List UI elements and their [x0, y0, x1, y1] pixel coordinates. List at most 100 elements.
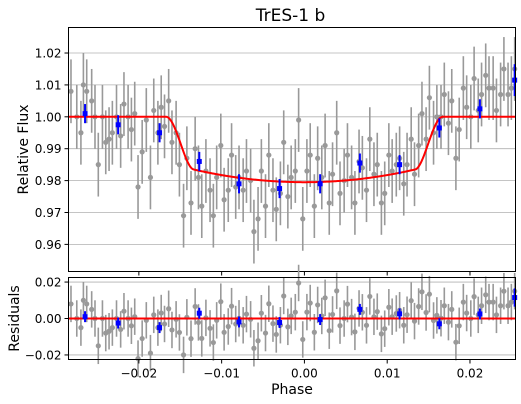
- residuals-y-tick-label: 0.02: [35, 276, 62, 290]
- raw-residual-point: [161, 321, 168, 327]
- raw-point: [180, 213, 187, 219]
- raw-residual-point: [128, 323, 135, 329]
- raw-residual-point: [218, 299, 224, 305]
- raw-point: [404, 162, 410, 168]
- raw-point: [349, 174, 355, 181]
- raw-point: [363, 187, 370, 193]
- raw-point: [416, 142, 422, 149]
- raw-residual-point: [505, 303, 511, 309]
- raw-residual-point: [273, 331, 279, 338]
- raw-point: [501, 66, 507, 72]
- raw-point: [143, 117, 149, 123]
- raw-residual-point: [493, 312, 500, 318]
- binned-residual-point: [82, 314, 88, 320]
- raw-residual-point: [292, 309, 298, 315]
- raw-point: [386, 152, 392, 158]
- raw-residual-point: [508, 299, 514, 305]
- raw-point: [225, 187, 231, 193]
- raw-residual-point: [139, 335, 145, 342]
- residuals-raw-points: [68, 264, 518, 377]
- raw-residual-point: [199, 335, 205, 342]
- raw-residual-point: [367, 293, 373, 300]
- x-tick-label: 0.00: [291, 367, 318, 381]
- raw-point: [334, 130, 340, 136]
- raw-point: [218, 142, 224, 149]
- raw-point: [207, 187, 213, 193]
- main-y-tick-label: 0.96: [35, 238, 62, 252]
- x-tick-label: −0.01: [203, 367, 240, 381]
- raw-point: [240, 187, 246, 193]
- raw-residual-point: [221, 329, 227, 335]
- residuals-y-ticks: −0.02 0.00 0.02: [25, 276, 69, 362]
- binned-residual-point: [357, 306, 363, 312]
- raw-residual-point: [441, 303, 447, 309]
- raw-residual-point: [352, 329, 358, 335]
- binned-residual-point: [115, 320, 121, 326]
- binned-point: [115, 122, 121, 128]
- raw-point: [374, 162, 380, 168]
- binned-point: [157, 130, 163, 136]
- raw-residual-point: [95, 343, 101, 349]
- raw-point: [464, 104, 470, 110]
- raw-residual-point: [192, 303, 198, 310]
- raw-point: [89, 98, 95, 104]
- raw-residual-point: [315, 302, 321, 308]
- raw-residual-point: [255, 338, 261, 344]
- residuals-y-axis-label: Residuals: [7, 285, 23, 351]
- raw-point: [188, 200, 194, 206]
- raw-residual-point: [445, 319, 452, 325]
- raw-point: [426, 95, 433, 101]
- residuals-plot-panel: −0.02 0.00 0.02 −0.02 −0.01 0.00 0.01 0.02 Res…: [7, 264, 518, 398]
- raw-point: [199, 203, 205, 209]
- raw-point: [84, 88, 90, 94]
- raw-residual-point: [326, 328, 332, 334]
- raw-point: [337, 190, 343, 196]
- raw-residual-point: [151, 312, 157, 318]
- raw-residual-point: [434, 312, 440, 318]
- raw-point: [401, 181, 407, 187]
- raw-residual-point: [374, 309, 380, 315]
- binned-point: [82, 111, 88, 117]
- binned-point: [357, 160, 363, 166]
- raw-residual-point: [106, 328, 112, 334]
- raw-point: [389, 168, 395, 174]
- raw-point: [505, 91, 511, 98]
- raw-residual-point: [408, 298, 414, 304]
- raw-point: [228, 152, 235, 158]
- main-plot-panel: 0.96 0.97 0.98 0.99 1.00 1.01 1.02 Relative Fl…: [16, 27, 518, 276]
- raw-residual-point: [423, 309, 429, 316]
- raw-residual-point: [386, 304, 392, 310]
- binned-residual-point: [277, 320, 283, 326]
- raw-point: [262, 203, 269, 209]
- binned-point: [397, 162, 403, 168]
- raw-residual-point: [240, 322, 246, 328]
- raw-residual-point: [483, 292, 489, 298]
- x-tick-label: 0.01: [374, 367, 401, 381]
- raw-point: [471, 75, 477, 82]
- main-raw-points: [68, 37, 518, 264]
- main-y-tick-label: 1.02: [35, 47, 62, 61]
- raw-point: [322, 142, 328, 149]
- raw-residual-point: [378, 331, 384, 337]
- raw-point: [408, 136, 414, 142]
- raw-residual-point: [498, 303, 504, 309]
- raw-point: [460, 85, 466, 91]
- raw-point: [132, 111, 138, 117]
- raw-residual-point: [251, 345, 257, 351]
- raw-residual-point: [344, 301, 351, 307]
- raw-residual-point: [195, 319, 202, 326]
- raw-point: [68, 88, 74, 94]
- raw-residual-point: [135, 355, 141, 362]
- raw-point: [80, 82, 86, 88]
- raw-point: [423, 136, 429, 142]
- raw-point: [498, 91, 504, 98]
- raw-point: [78, 130, 84, 136]
- raw-point: [210, 213, 216, 219]
- raw-point: [441, 91, 447, 98]
- raw-residual-point: [471, 294, 477, 300]
- raw-residual-point: [490, 299, 496, 305]
- raw-residual-point: [307, 300, 313, 306]
- raw-residual-point: [334, 288, 340, 294]
- binned-residual-point: [317, 317, 323, 323]
- binned-residual-point: [397, 311, 403, 317]
